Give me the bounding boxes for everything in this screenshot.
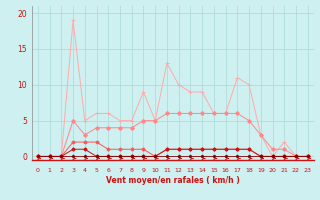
X-axis label: Vent moyen/en rafales ( km/h ): Vent moyen/en rafales ( km/h )	[106, 176, 240, 185]
